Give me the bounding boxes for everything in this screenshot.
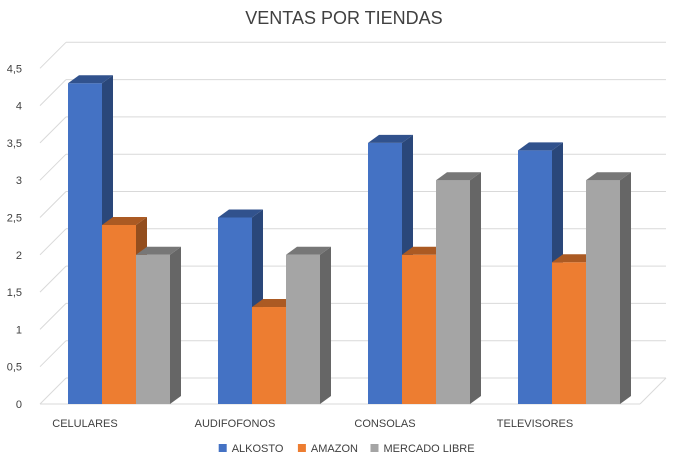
y-tick-label: 0 xyxy=(16,399,22,411)
legend-item: ALKOSTO xyxy=(218,443,284,455)
y-tick-label: 3,5 xyxy=(7,138,22,150)
legend-swatch xyxy=(297,444,306,452)
gridline-side xyxy=(39,228,67,256)
legend-label: ALKOSTO xyxy=(232,443,284,455)
y-axis-ticks: 0 0,5 1 1,5 2 2,5 3 3,5 4 4,5 xyxy=(7,63,22,411)
gridline-side xyxy=(39,79,67,106)
gridline-side xyxy=(39,41,67,69)
legend-label: AMAZON xyxy=(311,443,358,455)
gridline-side xyxy=(39,265,67,293)
x-category-label: AUDIFOFONOS xyxy=(195,418,276,430)
x-category-label: TELEVISORES xyxy=(497,418,573,430)
bars-layer xyxy=(68,75,631,405)
legend: ALKOSTO AMAZON MERCADO LIBRE xyxy=(218,443,475,455)
bar-mercado-libre-consolas xyxy=(436,172,481,404)
legend-item: AMAZON xyxy=(297,443,358,455)
y-tick-label: 4 xyxy=(16,101,22,113)
floor-right-edge xyxy=(639,377,667,405)
bar-mercado-libre-televisores xyxy=(586,172,631,404)
gridline-side xyxy=(39,153,67,181)
y-tick-label: 0,5 xyxy=(7,362,22,374)
legend-item: MERCADO LIBRE xyxy=(370,443,475,455)
bar-mercado-libre-audifofonos xyxy=(286,246,331,404)
bar-mercado-libre-celulares xyxy=(136,246,181,404)
y-tick-label: 2 xyxy=(16,250,22,262)
legend-swatch xyxy=(370,444,379,452)
gridline-side xyxy=(39,377,67,405)
gridline-side xyxy=(39,340,67,368)
y-tick-label: 1 xyxy=(16,324,22,336)
gridline-side xyxy=(39,303,67,330)
legend-swatch xyxy=(218,444,227,452)
y-tick-label: 4,5 xyxy=(7,63,22,75)
x-category-label: CELULARES xyxy=(52,418,117,430)
x-axis-categories: CELULARES AUDIFOFONOS CONSOLAS TELEVISORES xyxy=(52,418,573,430)
x-category-label: CONSOLAS xyxy=(354,418,415,430)
y-tick-label: 1,5 xyxy=(7,287,22,299)
y-tick-label: 3 xyxy=(16,175,22,187)
y-tick-label: 2,5 xyxy=(7,213,22,225)
legend-label: MERCADO LIBRE xyxy=(384,443,475,455)
gridline-side xyxy=(39,191,67,218)
gridline-side xyxy=(39,116,67,144)
chart-title: VENTAS POR TIENDAS xyxy=(245,8,442,28)
